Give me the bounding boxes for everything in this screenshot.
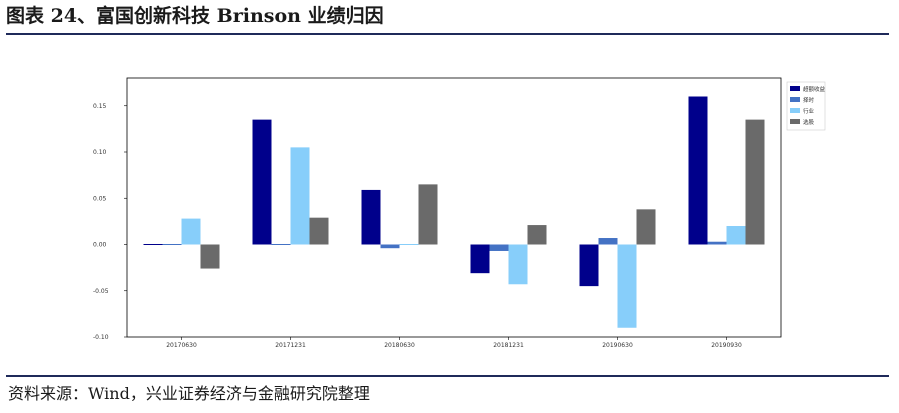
bar-20190930-series-1 [688,96,708,245]
bar-20170630-series-4 [200,244,220,269]
source-note: 资料来源：Wind，兴业证券经济与金融研究院整理 [8,384,370,403]
bar-20171231-series-4 [309,217,329,245]
x-tick-label: 20171231 [275,342,306,349]
x-tick-label: 20180630 [384,342,415,349]
legend-swatch [790,97,800,102]
y-tick-label: -0.05 [93,288,109,295]
bar-20180630-series-4 [418,184,438,245]
legend-label: 超额收益 [803,85,826,93]
bar-20181231-series-2 [489,244,509,251]
bar-20190630-series-3 [617,244,637,328]
bar-20171231-series-1 [252,119,272,245]
bar-20190630-series-4 [636,209,656,245]
source-divider [6,375,889,377]
bar-20190630-series-1 [579,244,599,287]
x-tick-label: 20181231 [493,342,524,349]
y-tick-label: 0.15 [93,103,107,110]
bar-20190930-series-2 [707,241,727,245]
legend-swatch [790,86,800,91]
x-tick-label: 20190630 [602,342,633,349]
bar-20171231-series-2 [271,244,291,245]
title-divider [6,33,889,35]
plot-area-frame [126,77,782,338]
bar-20181231-series-4 [527,225,547,245]
legend-swatch [790,119,800,124]
bar-20171231-series-3 [290,147,310,245]
bar-20190930-series-3 [726,226,746,245]
bar-20180630-series-2 [380,244,400,249]
bar-20181231-series-3 [508,244,528,285]
bar-20180630-series-3 [399,244,419,245]
bar-20181231-series-1 [470,244,490,274]
bar-20190930-series-4 [745,119,765,245]
legend-label: 行业 [803,107,815,115]
bar-20170630-series-2 [162,244,182,245]
x-tick-label: 20170630 [166,342,197,349]
legend-swatch [790,108,800,113]
y-tick-label: 0.05 [93,195,107,202]
y-tick-label: 0.00 [93,242,107,249]
bar-20190630-series-2 [598,238,618,245]
bar-20170630-series-3 [181,218,201,245]
bar-20170630-series-1 [143,244,163,245]
x-tick-label: 20190930 [711,342,742,349]
y-tick-label: -0.10 [93,334,109,341]
y-tick-label: 0.10 [93,149,107,156]
legend-label: 选股 [803,118,815,126]
legend-label: 择时 [803,96,815,104]
figure-title: 图表 24、富国创新科技 Brinson 业绩归因 [6,5,384,27]
bar-20180630-series-1 [361,189,381,245]
